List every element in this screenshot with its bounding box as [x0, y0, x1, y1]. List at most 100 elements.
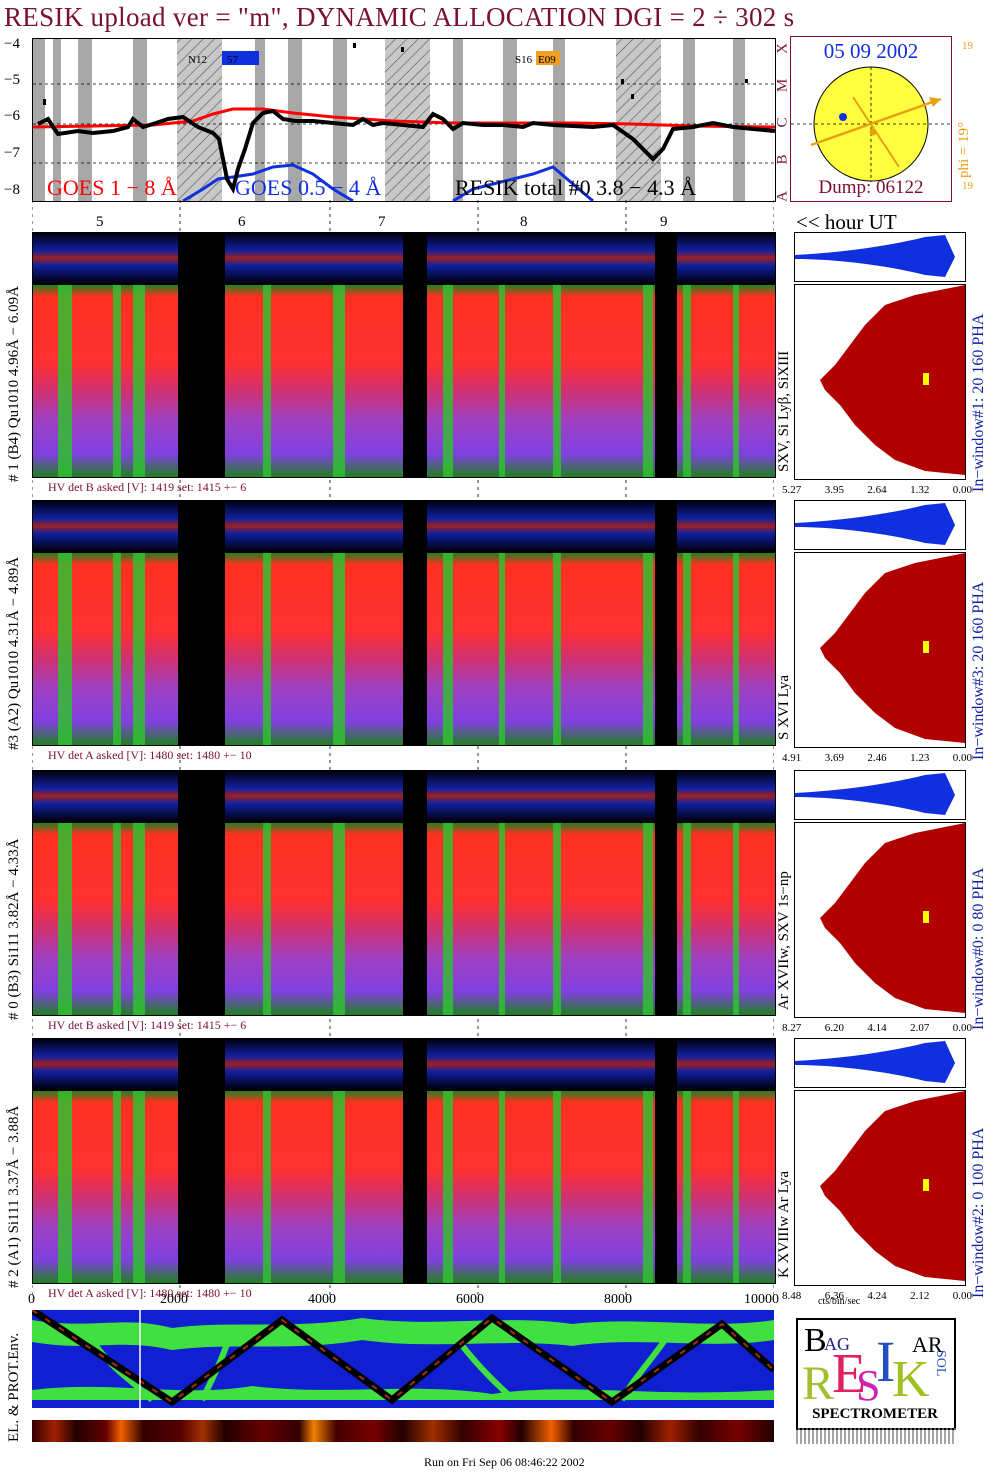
- line-ids: Ar XVIIw, SXV 1s−np: [776, 871, 792, 1010]
- logo-letter: I: [876, 1329, 896, 1394]
- pha-strip: [32, 1038, 776, 1090]
- hour-tick: 8: [520, 214, 528, 230]
- hour-tick: 9: [660, 214, 668, 230]
- spectrum-tick: 3.95: [824, 484, 844, 496]
- logo-letter: S: [856, 1361, 881, 1410]
- sun-disk: [791, 66, 951, 182]
- particle-bar: [32, 1420, 774, 1442]
- spectrum-tick: 6.36: [824, 1290, 844, 1302]
- spectrum-tick: 2.46: [867, 752, 887, 764]
- hour-ut-note: << hour UT: [796, 210, 897, 234]
- logo-letter: B: [804, 1322, 827, 1359]
- hv-status: HV det B asked [V]: 1419 set: 1415 +− 6: [48, 480, 247, 494]
- hour-tick: 6: [238, 214, 246, 230]
- env-label: EL. & PROT.Env.: [6, 1332, 22, 1442]
- logo-spectrometer: SPECTROMETER: [812, 1406, 938, 1422]
- spectrum-profile: [794, 284, 966, 480]
- legend-resik: RESIK total #0 3.8 − 4.3 Å: [455, 175, 696, 200]
- spectrum-tick: 2.07: [910, 1022, 930, 1034]
- line-ids: S XVI Lya: [776, 675, 792, 740]
- window-label: In−window#1: 20 160 PHA: [970, 313, 987, 492]
- ar-label-s: S16: [515, 54, 533, 66]
- spectrum-tick: 0.00: [952, 1290, 972, 1302]
- channel-label: # 1 (B4) Qu1010 4.96Å − 6.09Å: [6, 286, 22, 482]
- pha-strip: [32, 770, 776, 822]
- spectrum-tick: 4.14: [867, 1022, 887, 1034]
- spectrogram: [32, 822, 776, 1016]
- spectrum-tick: 2.64: [867, 484, 887, 496]
- pha-histogram: [794, 1038, 966, 1088]
- logo-letter: E: [832, 1343, 867, 1405]
- orbit-tick: 2000: [160, 1292, 188, 1307]
- y-tick-label: −5: [4, 72, 20, 88]
- y-tick-label: −4: [4, 36, 20, 52]
- spectrum-tick: 4.91: [782, 752, 802, 764]
- spectrum-ticks: 8.48 6.36 4.24 2.12 0.00: [782, 1290, 972, 1302]
- orbit-tick: 8000: [604, 1292, 632, 1307]
- flare-class-column: X M C B A: [775, 30, 791, 215]
- pha-strip: [32, 232, 776, 284]
- legend-goes18: GOES 1 − 8 Å: [47, 175, 177, 200]
- spectrum-tick: 2.12: [910, 1290, 930, 1302]
- hour-tick: 5: [96, 214, 104, 230]
- hour-axis: 5 6 7 8 9: [32, 200, 774, 230]
- phi-label: phi = 19°: [956, 121, 972, 178]
- ar-label-n-num: 57: [227, 54, 239, 66]
- hour-tick: 7: [378, 214, 386, 230]
- hv-status: HV det A asked [V]: 1480 set: 1480 +− 10: [48, 748, 252, 762]
- orbit-tick: 10000: [744, 1292, 779, 1307]
- channel-label: #3 (A2) Qu1010 4.31Å − 4.89Å: [6, 556, 22, 750]
- spectrum-tick: 0.00: [952, 484, 972, 496]
- logo-letter: K: [892, 1351, 930, 1408]
- spectrum-tick: 8.48: [782, 1290, 802, 1302]
- resik-total-curve: [37, 108, 775, 195]
- spectrum-tick: 1.23: [910, 752, 930, 764]
- run-timestamp: Run on Fri Sep 06 08:46:22 2002: [424, 1455, 585, 1469]
- pha-histogram: [794, 232, 966, 282]
- dump-label: Dump: 06122: [818, 177, 924, 198]
- spectrum-ticks: 4.91 3.69 2.46 1.23 0.00: [782, 752, 972, 764]
- spectrum-tick: 4.24: [867, 1290, 887, 1302]
- channel-label: # 2 (A1) Si111 3.37Å − 3.88Å: [6, 1105, 22, 1288]
- legend-goes054: GOES 0.5 − 4 Å: [235, 175, 381, 200]
- logo-letter: R: [802, 1357, 835, 1410]
- phi-bottom: 19: [962, 180, 973, 192]
- y-tick-label: −7: [4, 145, 20, 161]
- spectrum-tick: 3.69: [824, 752, 844, 764]
- window-label: In−window#2: 0 100 PHA: [970, 1127, 987, 1298]
- goes-lightcurve-panel: N12 57 S16 E09 GOES 1 − 8 Å GOES 0.5 − 4…: [32, 38, 776, 202]
- orbit-tick: 4000: [308, 1292, 336, 1307]
- spectrogram: [32, 1090, 776, 1284]
- ar-label-n: N12: [188, 54, 207, 66]
- spectrum-tick: 6.20: [824, 1022, 844, 1034]
- y-tick-label: −8: [4, 182, 20, 198]
- sun-position-box: 05 09 2002 Dump: 06122: [790, 36, 952, 202]
- spectrogram: [32, 552, 776, 746]
- phi-top: 19: [962, 40, 973, 52]
- hv-status: HV det B asked [V]: 1419 set: 1415 +− 6: [48, 1018, 247, 1032]
- window-label: In−window#3: 20 160 PHA: [970, 581, 987, 760]
- date-label: 05 09 2002: [823, 39, 919, 63]
- spectrum-profile: [794, 822, 966, 1018]
- ar-label-s-num: E09: [538, 54, 556, 66]
- spectrum-ticks: 8.27 6.20 4.14 2.07 0.00: [782, 1022, 972, 1034]
- y-tick-label: −6: [4, 108, 20, 124]
- logo-letter: AG: [824, 1334, 850, 1354]
- line-ids: SXV, Si Lyβ, SiXIII: [776, 350, 792, 472]
- spectrum-tick: 5.27: [782, 484, 802, 496]
- orbit-environment-panel: [32, 1310, 774, 1408]
- resik-logo: B AG R E S I K SOL AR SPECTROMETER: [796, 1318, 956, 1430]
- logo-letter: SOL: [933, 1350, 948, 1377]
- logo-fineprint: [796, 1428, 956, 1444]
- orbit-tick: 0: [28, 1292, 35, 1307]
- goes-plot: N12 57 S16 E09 GOES 1 − 8 Å GOES 0.5 − 4…: [33, 39, 775, 201]
- hv-status: HV det A asked [V]: 1480 set: 1480 +− 10: [48, 1286, 252, 1300]
- window-label: In−window#0: 0 80 PHA: [970, 867, 987, 1030]
- spectrum-tick: 8.27: [782, 1022, 802, 1034]
- cts-label: cts/bin/sec: [818, 1296, 861, 1307]
- channel-label: # 0 (B3) Si111 3.82Å − 4.33Å: [6, 838, 22, 1020]
- logo-letter: AR: [912, 1332, 943, 1357]
- spectrum-ticks: 5.27 3.95 2.64 1.32 0.00: [782, 484, 972, 496]
- page-title: RESIK upload ver = "m", DYNAMIC ALLOCATI…: [4, 2, 795, 32]
- spectrum-tick: 1.32: [910, 484, 930, 496]
